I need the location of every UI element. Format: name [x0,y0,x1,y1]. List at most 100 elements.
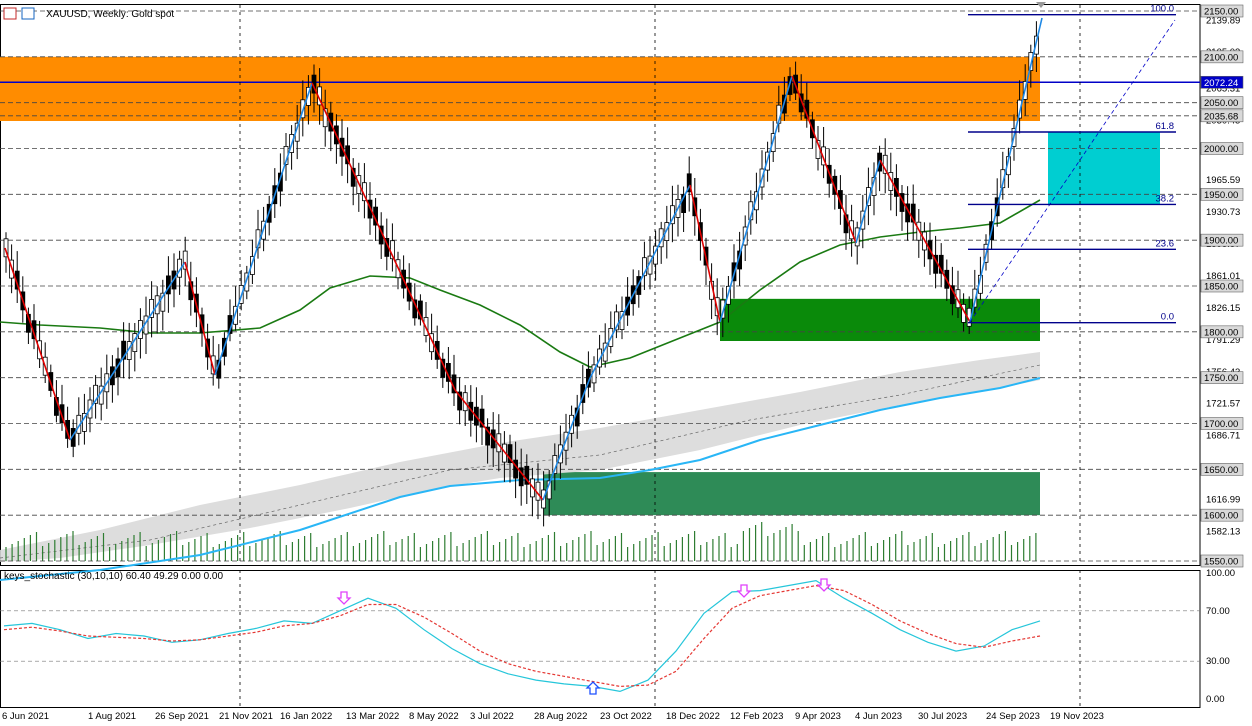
candle-bear [798,93,804,113]
date-axis-tick: 26 Sep 2021 [155,711,209,722]
price-level-badge-text: 1650.00 [1204,465,1238,476]
fib-level-label: 23.6 [1156,238,1175,249]
price-level-badge [1200,279,1244,293]
stochastic-axis-tick: 70.00 [1206,606,1230,617]
price-axis-tick: 1616.99 [1206,495,1240,506]
candle-bull [82,412,87,432]
date-axis-tick: 3 Jul 2022 [470,711,514,722]
price-level-badge-text: 1900.00 [1204,236,1238,247]
moving-average-green [0,199,1041,368]
fib-level-label: 38.2 [1156,193,1175,204]
symbol-icon-frame [3,7,17,20]
date-axis-tick: 30 Jul 2023 [918,711,967,722]
sell-arrow-icon [816,578,832,592]
price-level-badge [1200,325,1244,339]
price-level-badge-text: 2000.00 [1204,144,1238,155]
candle-bull [322,108,328,128]
price-level-badge [1200,188,1244,201]
candle-bear [938,254,944,274]
date-axis-tick: 12 Feb 2023 [730,711,783,722]
candle-bull [720,299,726,319]
zone-resistance [0,56,1040,122]
zigzag-up-leg [589,184,691,379]
candle-bear [59,404,65,424]
price-level-badge-text: 1600.00 [1204,511,1238,522]
price-level-badge-text: 1850.00 [1204,282,1238,293]
price-axis-tick: 1686.71 [1206,431,1240,442]
price-level-badge-text: 2050.00 [1204,98,1238,109]
candle-bear [832,175,838,195]
date-axis-tick: 8 May 2022 [409,711,459,722]
date-axis-tick: 28 Aug 2022 [534,711,587,722]
price-level-badge-text: 2150.00 [1204,7,1238,18]
stochastic-axis-tick: 30.00 [1206,656,1230,667]
price-level-badge-text: 1750.00 [1204,373,1238,384]
zigzag-down-leg [311,82,456,391]
price-level-badge-text: 1950.00 [1204,190,1238,201]
candle-bull [182,250,188,270]
zigzag-down-leg [689,184,721,323]
fib-level-label: 100.0 [1150,4,1174,15]
candle-bull [305,87,311,106]
zigzag-down-leg [879,159,971,323]
fib-level-label: 61.8 [1156,121,1175,132]
price-axis-tick: 1826.15 [1206,303,1240,314]
candle-bear [479,408,485,428]
price-level-badge [1200,508,1244,522]
price-axis-tick: 1965.59 [1206,175,1240,186]
candle-bull [1017,99,1022,119]
price-level-badge [1200,417,1244,430]
zigzag-down-leg [791,75,857,244]
date-axis-tick: 23 Oct 2022 [600,711,652,722]
candle-bull [3,238,9,258]
candle-bear [485,426,491,446]
candle-bull [664,222,670,242]
price-level-badge [1200,554,1244,568]
price-axis-tick: 1861.01 [1206,271,1240,282]
candle-bear [507,444,513,464]
fib-trendline [969,19,1176,323]
price-level-badge [1200,233,1244,247]
stochastic-main-line [3,579,1041,693]
date-axis-tick: 4 Jun 2023 [855,711,902,722]
zigzag-down-leg [184,261,216,376]
zigzag-up-leg [855,159,881,244]
candle-bull [866,187,871,207]
price-level-badge [1200,4,1244,18]
stochastic-panel-frame[interactable] [0,570,1201,708]
price-level-badge-text: 1800.00 [1204,327,1238,338]
candle-bull [137,320,143,339]
candle-bear [524,465,530,485]
date-axis-tick: 1 Aug 2021 [88,711,136,722]
chart-title: XAUUSD, Weekly: Gold spot [46,9,174,20]
price-axis-tick: 1791.29 [1206,335,1240,346]
price-axis-tick: 1930.73 [1206,207,1240,218]
candle-bear [686,173,692,193]
symbol-icon [3,7,35,20]
zigzag-down-leg [454,389,544,501]
price-axis-tick: 1721.57 [1206,399,1240,410]
price-level-badge [1200,75,1244,89]
sell-arrow-icon [336,591,352,605]
price-level-badge-text: 2100.00 [1204,52,1238,63]
zone-target [1048,132,1160,205]
candle-bull [754,191,759,211]
zone-support-lower [544,472,1040,516]
price-axis-tick: 2139.89 [1206,15,1240,26]
candle-bull [93,384,98,404]
candle-bear [457,391,463,411]
stochastic-axis-tick: 100.00 [1206,568,1235,579]
zone-support-upper [720,298,1040,341]
candle-bull [160,292,166,312]
candle-bull [614,311,619,331]
buy-arrow-icon [585,681,601,695]
candle-bear [518,467,524,487]
cloud-midline [0,364,1041,559]
moving-average-cyan [0,377,1041,581]
zigzag-up-leg [69,261,186,441]
zigzag-up-leg [969,17,1043,323]
price-level-badge [1200,96,1244,109]
zigzag-up-leg [719,75,793,323]
